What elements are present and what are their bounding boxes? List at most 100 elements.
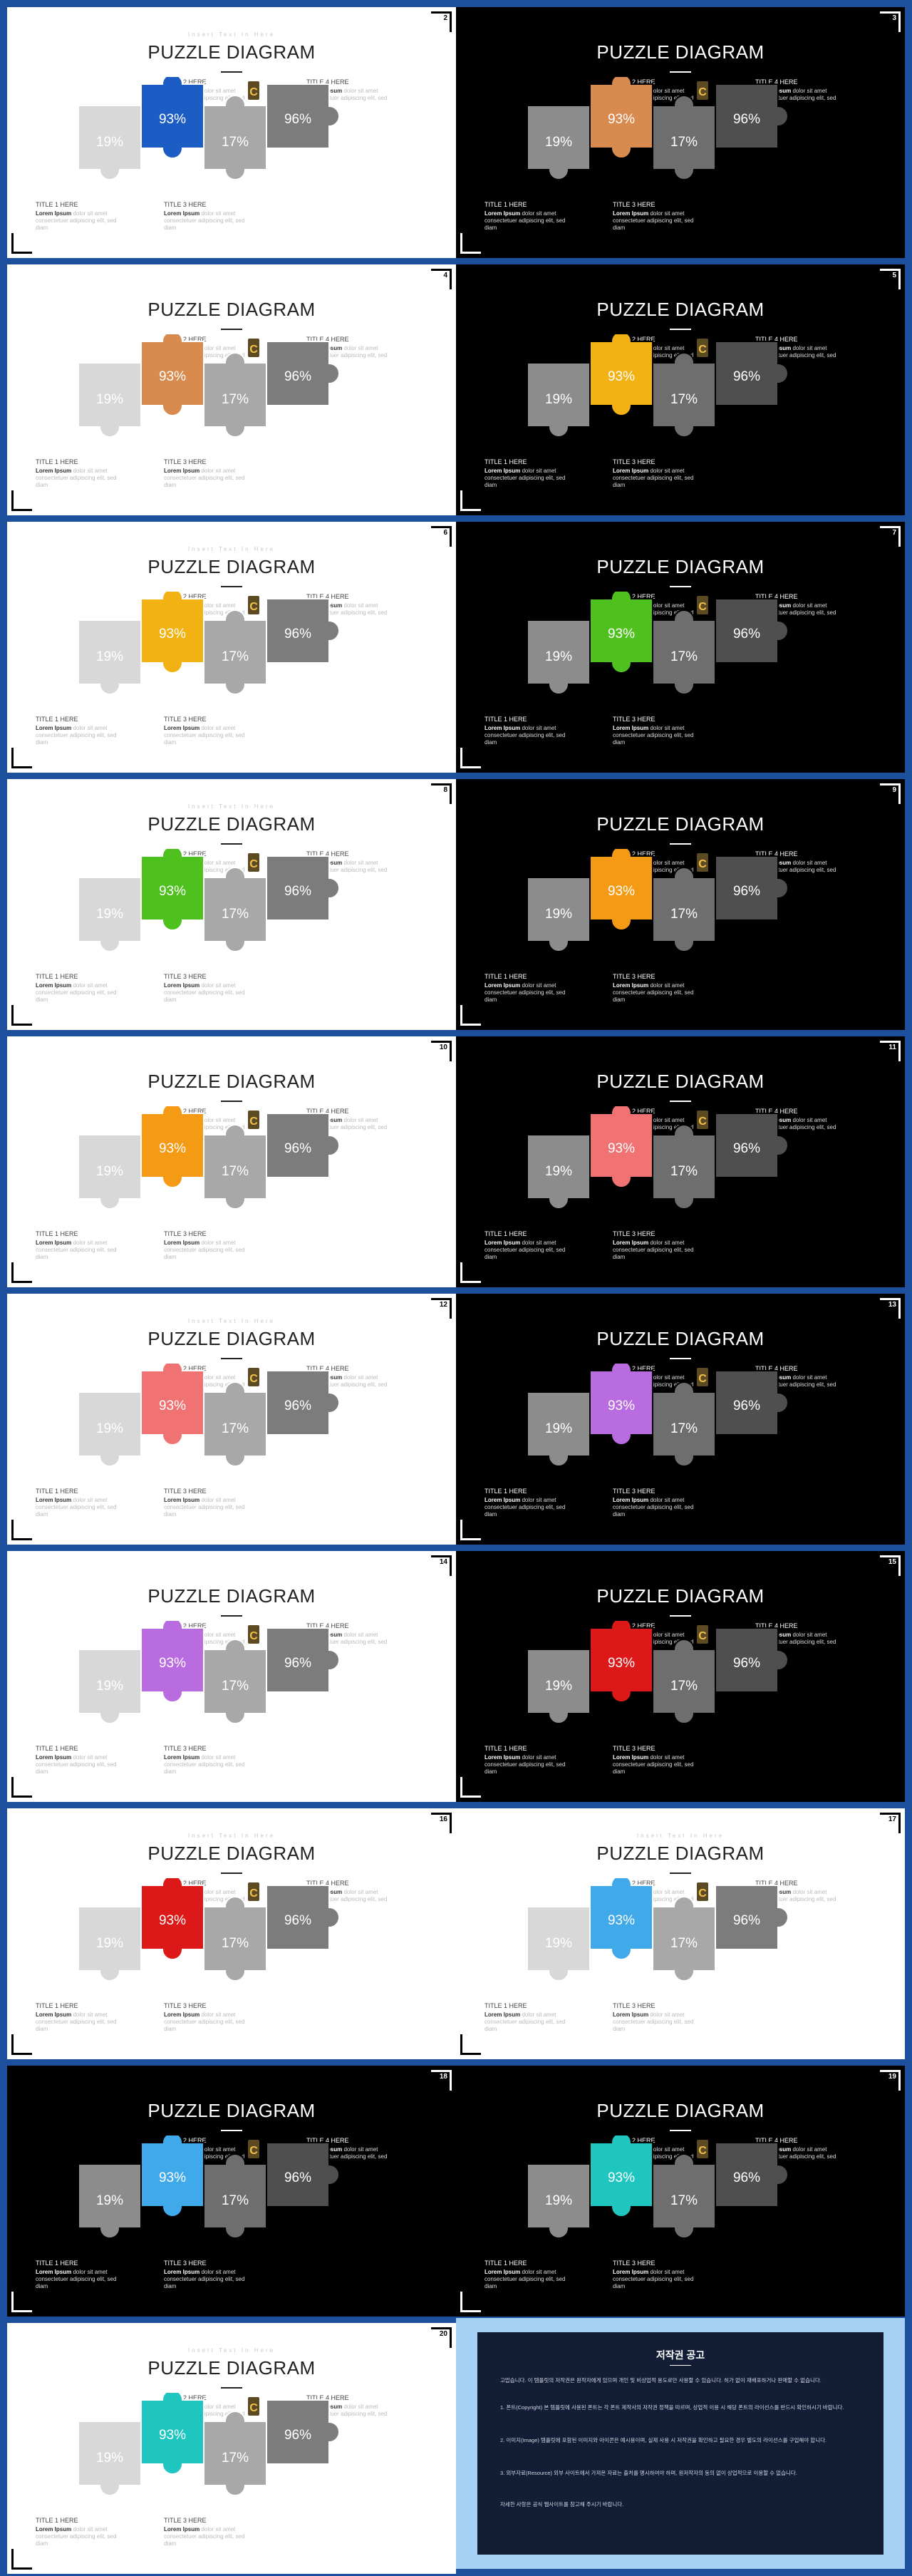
- slide[interactable]: 9 PUZZLE DIAGRAM TITLE 2 HERE Lorem Ipsum d…: [456, 779, 905, 1030]
- slide[interactable]: 2 Insert Text In Here PUZZLE DIAGRAM TITLE …: [7, 7, 456, 258]
- block-text: Lorem Ipsum dolor sit amet consectetuer …: [36, 2011, 121, 2033]
- logo-mark: [697, 339, 708, 357]
- puzzle-percent: 93%: [608, 884, 635, 899]
- title-underline: [670, 843, 691, 845]
- slide[interactable]: 4 PUZZLE DIAGRAM TITLE 2 HERE Lorem Ipsum d…: [7, 264, 456, 515]
- block-title: TITLE 3 HERE: [613, 716, 656, 723]
- slide[interactable]: 15 PUZZLE DIAGRAM TITLE 2 HERE Lorem Ipsum …: [456, 1551, 905, 1802]
- block-text: Lorem Ipsum dolor sit amet consectetuer …: [613, 982, 698, 1004]
- slide-title: PUZZLE DIAGRAM: [147, 1071, 316, 1092]
- block-title: TITLE 4 HERE: [306, 593, 349, 600]
- block-text-bold: Lorem Ipsum: [36, 468, 72, 474]
- slide[interactable]: 12 Insert Text In Here PUZZLE DIAGRAM TITLE…: [7, 1294, 456, 1545]
- puzzle-piece: [715, 341, 789, 406]
- corner-bracket: [880, 1555, 901, 1576]
- puzzle-percent: 17%: [222, 1679, 249, 1694]
- page-number: 12: [439, 1301, 447, 1309]
- logo-letter: C: [698, 1116, 707, 1128]
- block-text-rest: dolor sit amet consectetuer adipiscing e…: [613, 1497, 694, 1518]
- slide[interactable]: 3 PUZZLE DIAGRAM TITLE 2 HERE Lorem Ipsum d…: [456, 7, 905, 258]
- slide[interactable]: 17 Insert Text In Here PUZZLE DIAGRAM TITLE…: [456, 1808, 905, 2059]
- puzzle-diagram: 19% 93% 17% 96% C: [527, 1621, 789, 1724]
- block-text: Lorem Ipsum dolor sit amet consectetuer …: [484, 1240, 570, 1261]
- logo-letter: C: [249, 344, 258, 356]
- page-number: 18: [439, 2073, 447, 2081]
- block-title: TITLE 1 HERE: [36, 201, 78, 208]
- slide[interactable]: 19 PUZZLE DIAGRAM TITLE 2 HERE Lorem Ipsum …: [456, 2066, 905, 2317]
- puzzle-percent: 19%: [545, 649, 572, 664]
- puzzle-diagram: 19% 93% 17% 96% C: [527, 1106, 789, 1210]
- slide[interactable]: 16 Insert Text In Here PUZZLE DIAGRAM TITLE…: [7, 1808, 456, 2059]
- corner-bracket: [11, 2292, 32, 2312]
- puzzle-percent: 17%: [222, 2451, 249, 2466]
- page-number: 20: [439, 2330, 447, 2338]
- block-text: Lorem Ipsum dolor sit amet consectetuer …: [484, 1754, 570, 1776]
- slide-title: PUZZLE DIAGRAM: [596, 1585, 765, 1607]
- puzzle-diagram: 19% 93% 17% 96% C: [527, 592, 789, 695]
- slide[interactable]: 7 PUZZLE DIAGRAM TITLE 2 HERE Lorem Ipsum d…: [456, 522, 905, 773]
- block-text: Lorem Ipsum dolor sit amet consectetuer …: [36, 725, 121, 746]
- block-text-bold: Lorem Ipsum: [484, 725, 521, 731]
- block-title: TITLE 4 HERE: [306, 78, 349, 86]
- slide[interactable]: 20 Insert Text In Here PUZZLE DIAGRAM TITLE…: [7, 2323, 456, 2574]
- slide[interactable]: 11 PUZZLE DIAGRAM TITLE 2 HERE Lorem Ipsum …: [456, 1036, 905, 1287]
- block-title: TITLE 4 HERE: [755, 593, 798, 600]
- title-underline: [221, 1101, 242, 1102]
- logo-letter: C: [698, 2145, 707, 2157]
- block-title: TITLE 3 HERE: [164, 201, 207, 208]
- logo-mark: [248, 2397, 259, 2416]
- block-text-rest: dolor sit amet consectetuer adipiscing e…: [613, 2011, 694, 2032]
- puzzle-percent: 93%: [608, 1656, 635, 1671]
- block-text: Lorem Ipsum dolor sit amet consectetuer …: [164, 1240, 249, 1261]
- block-title: TITLE 2 HERE: [613, 2137, 656, 2144]
- block-title: TITLE 3 HERE: [613, 2002, 656, 2009]
- slide[interactable]: 10 PUZZLE DIAGRAM TITLE 2 HERE Lorem Ipsum …: [7, 1036, 456, 1287]
- slide[interactable]: 6 Insert Text In Here PUZZLE DIAGRAM TITLE …: [7, 522, 456, 773]
- puzzle-percent: 19%: [96, 392, 123, 407]
- puzzle-piece: [266, 1113, 340, 1178]
- logo-letter: C: [249, 858, 258, 870]
- block-title: TITLE 1 HERE: [36, 1745, 78, 1752]
- block-text-bold: Lorem Ipsum: [36, 725, 72, 731]
- block-text: Lorem Ipsum dolor sit amet consectetuer …: [484, 982, 570, 1004]
- page-number: 15: [888, 1558, 896, 1566]
- slide[interactable]: 8 Insert Text In Here PUZZLE DIAGRAM TITLE …: [7, 779, 456, 1030]
- puzzle-piece: [266, 2142, 340, 2207]
- notice-divider: [670, 2365, 691, 2366]
- copyright-notice-slide[interactable]: 저작권 공고 고맙습니다. 이 템플릿의 저작권은 원작자에게 있으며 개인 및…: [456, 2318, 905, 2569]
- block-title: TITLE 1 HERE: [36, 458, 78, 465]
- block-title: TITLE 4 HERE: [306, 336, 349, 343]
- slide[interactable]: 14 PUZZLE DIAGRAM TITLE 2 HERE Lorem Ipsum …: [7, 1551, 456, 1802]
- puzzle-percent: 93%: [608, 1398, 635, 1413]
- puzzle-piece: [715, 1370, 789, 1436]
- block-text: Lorem Ipsum dolor sit amet consectetuer …: [613, 1754, 698, 1776]
- slide-title: PUZZLE DIAGRAM: [596, 41, 765, 63]
- slide[interactable]: 18 PUZZLE DIAGRAM TITLE 2 HERE Lorem Ipsum …: [7, 2066, 456, 2317]
- puzzle-piece: [715, 598, 789, 664]
- block-text: Lorem Ipsum dolor sit amet consectetuer …: [164, 982, 249, 1004]
- slide[interactable]: 13 PUZZLE DIAGRAM TITLE 2 HERE Lorem Ipsum …: [456, 1294, 905, 1545]
- block-title: TITLE 4 HERE: [306, 1365, 349, 1372]
- block-text-bold: Lorem Ipsum: [484, 982, 521, 989]
- slide-title: PUZZLE DIAGRAM: [596, 2100, 765, 2121]
- block-text-rest: dolor sit amet consectetuer adipiscing e…: [613, 468, 694, 488]
- logo-letter: C: [698, 86, 707, 98]
- page-number: 9: [892, 786, 896, 794]
- puzzle-piece: [715, 1627, 789, 1693]
- puzzle-diagram: 19% 93% 17% 96% C: [527, 849, 789, 952]
- puzzle-percent: 93%: [159, 112, 186, 127]
- slide[interactable]: 5 PUZZLE DIAGRAM TITLE 2 HERE Lorem Ipsum d…: [456, 264, 905, 515]
- block-title: TITLE 3 HERE: [164, 2002, 207, 2009]
- notice-paragraph: 2. 이미지(Image) 템플릿에 포함된 이미지와 아이콘은 예시용이며, …: [500, 2437, 827, 2443]
- puzzle-piece: [715, 2142, 789, 2207]
- block-text-bold: Lorem Ipsum: [484, 2011, 521, 2018]
- block-text-rest: dolor sit amet consectetuer adipiscing e…: [164, 2269, 245, 2289]
- block-title: TITLE 3 HERE: [164, 458, 207, 465]
- block-text: Lorem Ipsum dolor sit amet consectetuer …: [613, 2269, 698, 2290]
- block-title: TITLE 3 HERE: [613, 1488, 656, 1495]
- corner-bracket: [460, 490, 481, 511]
- puzzle-percent: 93%: [608, 1913, 635, 1928]
- puzzle-percent: 96%: [284, 2170, 311, 2185]
- block-text-rest: dolor sit amet consectetuer adipiscing e…: [36, 982, 117, 1003]
